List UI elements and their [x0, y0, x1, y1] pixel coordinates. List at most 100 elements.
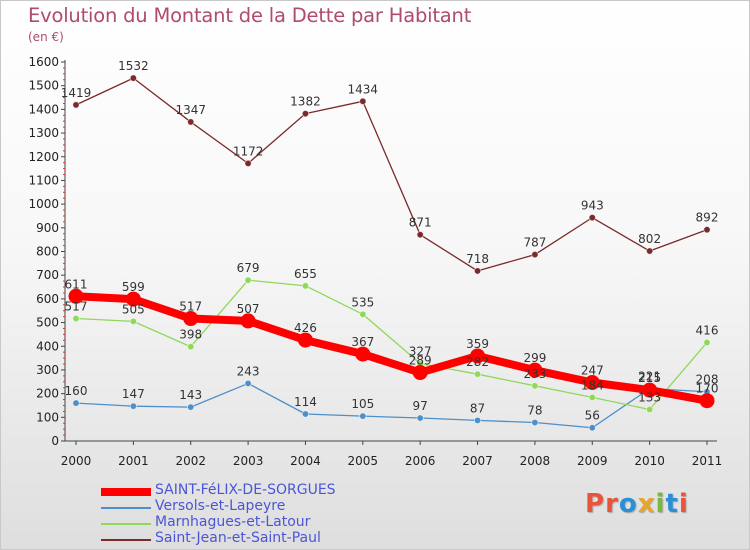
x-tick-label: 2005	[348, 454, 379, 468]
legend-swatch	[101, 488, 151, 496]
data-point	[699, 393, 715, 409]
data-point	[125, 291, 141, 307]
data-point	[301, 410, 310, 418]
data-point	[527, 362, 543, 378]
data-label: 299	[523, 351, 546, 365]
data-label: 655	[294, 267, 317, 281]
line-chart: 0 100 200 300 400 500 600 700 800 900 1000 1100 1200…	[28, 55, 722, 468]
y-tick-label: 600	[36, 292, 59, 306]
data-point	[129, 317, 137, 325]
data-point	[297, 332, 313, 348]
y-tick-label: 1300	[28, 126, 59, 140]
y-tick-label: 800	[36, 245, 59, 259]
data-label: 105	[351, 397, 374, 411]
data-label: 679	[237, 261, 260, 275]
data-label: 143	[179, 388, 202, 402]
data-label: 56	[585, 409, 600, 423]
data-point	[129, 74, 137, 82]
data-point	[244, 276, 252, 284]
data-point	[359, 310, 367, 318]
data-point	[588, 424, 596, 432]
data-label: 1347	[175, 103, 206, 117]
data-label: 133	[638, 390, 661, 404]
series-line-marnhagues-et-latour	[75, 279, 708, 411]
data-point	[703, 338, 711, 347]
data-point	[416, 414, 424, 422]
data-point	[473, 267, 482, 275]
legend-item: Versols-et-Lapeyre	[101, 498, 421, 516]
legend-swatch	[101, 523, 151, 525]
series-line-saint-jean-et-saint-paul	[75, 77, 708, 272]
data-label: 398	[179, 328, 202, 342]
data-label: 114	[294, 395, 317, 409]
data-label: 359	[466, 337, 489, 351]
data-label: 802	[638, 232, 661, 246]
data-point	[68, 288, 84, 304]
legend-swatch	[101, 507, 151, 509]
data-label: 892	[696, 211, 719, 225]
y-tick-label: 200	[36, 387, 59, 401]
x-tick-label: 2001	[118, 454, 149, 468]
y-tick-label: 1400	[28, 102, 59, 116]
data-label: 184	[581, 378, 604, 392]
data-point	[531, 250, 539, 259]
data-point	[416, 231, 424, 239]
y-tick-label: 900	[36, 221, 59, 235]
data-point	[187, 343, 195, 351]
data-label: 147	[122, 387, 145, 401]
y-tick-label: 1600	[28, 55, 59, 69]
legend-label: Marnhagues-et-Latour	[155, 514, 311, 530]
data-label: 160	[65, 384, 88, 398]
legend-item: SAINT-FéLIX-DE-SORGUES	[101, 482, 421, 500]
data-label: 718	[466, 252, 489, 266]
legend-label: Versols-et-Lapeyre	[155, 498, 286, 514]
data-label: 1434	[348, 82, 379, 96]
data-point	[240, 313, 256, 329]
data-point	[359, 412, 367, 420]
data-point	[301, 110, 310, 118]
y-tick-label: 500	[36, 316, 59, 330]
proxiti-logo: Proxiti	[585, 489, 689, 519]
x-tick-label: 2004	[290, 454, 321, 468]
axes: 0 100 200 300 400 500 600 700 800 900 1000 1100 1200…	[28, 55, 722, 468]
x-tick-label: 2009	[577, 454, 608, 468]
data-point	[473, 416, 482, 424]
data-label: 1172	[233, 144, 264, 158]
x-tick-label: 2011	[692, 454, 723, 468]
data-point	[584, 374, 600, 390]
x-tick-label: 2000	[61, 454, 92, 468]
y-tick-label: 1200	[28, 150, 59, 164]
data-point	[72, 399, 80, 407]
data-point	[355, 346, 371, 362]
data-point	[72, 314, 80, 323]
x-tick-label: 2002	[175, 454, 206, 468]
data-labels-layer: 160 147 143 243 114 105 97 87 78 56 221 208 517 505 39…	[61, 59, 719, 423]
legend-label: Saint-Jean-et-Saint-Paul	[155, 530, 321, 546]
data-point	[412, 365, 428, 381]
data-label: 505	[122, 302, 145, 316]
x-tick-label: 2008	[520, 454, 551, 468]
data-label: 233	[523, 367, 546, 381]
data-point	[359, 97, 367, 105]
data-point	[470, 348, 486, 364]
y-tick-label: 1100	[28, 173, 59, 187]
data-point	[646, 247, 654, 255]
data-label: 247	[581, 363, 604, 377]
data-point	[473, 370, 482, 378]
data-label: 517	[65, 300, 88, 314]
data-label: 943	[581, 199, 604, 213]
y-tick-label: 1500	[28, 79, 59, 93]
x-tick-label: 2003	[233, 454, 264, 468]
data-label: 215	[638, 371, 661, 385]
data-label: 787	[523, 236, 546, 250]
data-label: 1382	[290, 95, 321, 109]
legend-swatch	[101, 539, 151, 541]
chart-subtitle: (en €)	[28, 30, 64, 44]
y-tick-label: 1000	[28, 197, 59, 211]
legend-item: Saint-Jean-et-Saint-Paul	[101, 530, 421, 548]
data-point	[72, 101, 80, 109]
data-point	[183, 311, 199, 327]
y-tick-label: 300	[36, 363, 59, 377]
data-label: 87	[470, 401, 485, 415]
data-label: 327	[409, 345, 432, 359]
